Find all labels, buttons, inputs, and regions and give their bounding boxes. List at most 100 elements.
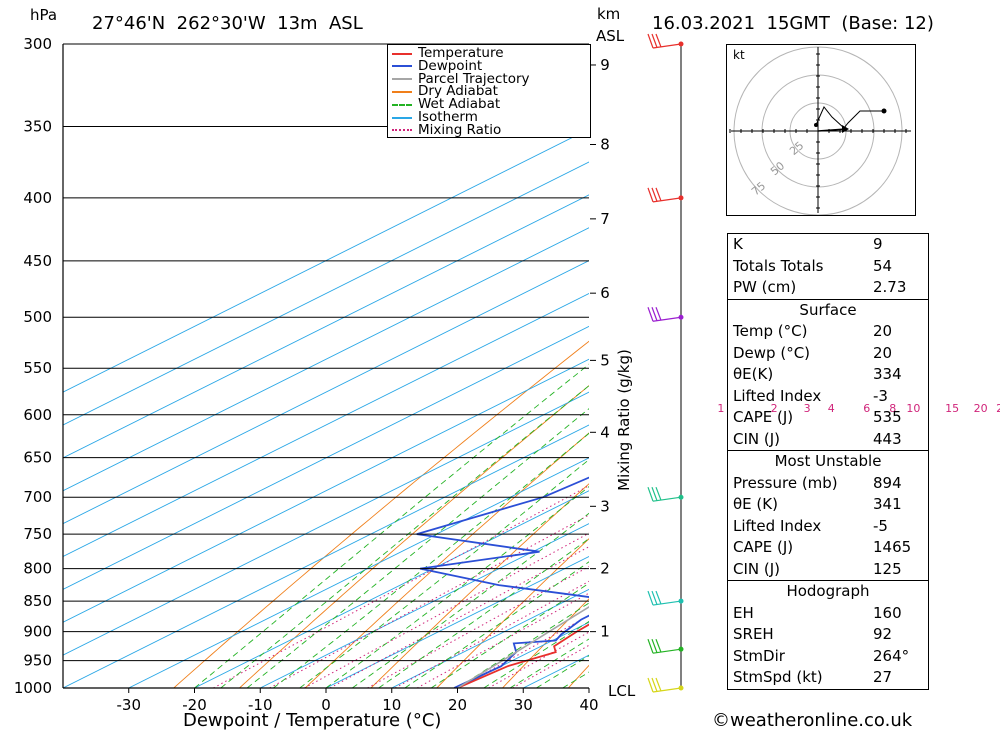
mixing-ratio-label: 10: [906, 402, 920, 415]
pressure-tick-label: 700: [23, 488, 52, 506]
wind-barb-flag: [647, 487, 654, 502]
pressure-tick-label: 1000: [14, 679, 52, 697]
indices-table: K 9 Totals Totals 54 PW (cm) 2.73 Surface Tem…: [727, 233, 929, 690]
legend-label: Parcel Trajectory: [418, 70, 530, 87]
wind-barb-flag: [655, 677, 662, 692]
legend-swatch: [392, 116, 412, 119]
wind-barb-flag: [655, 590, 662, 605]
wind-barb-shaft: [652, 600, 682, 606]
isotherm-line: [63, 391, 589, 656]
mixing-ratio-line: [394, 580, 589, 688]
wind-barb-shaft: [652, 687, 682, 693]
wind-barb-shaft: [652, 43, 682, 49]
legend-item: Dewpoint: [392, 59, 482, 73]
index-row: SREH 92: [728, 624, 928, 646]
hodograph-end-point: [881, 108, 887, 114]
wind-barb-flag: [647, 638, 654, 654]
index-name: Lifted Index: [733, 516, 822, 535]
mixing-ratio-line: [269, 514, 589, 688]
pressure-tick-label: 600: [23, 406, 52, 424]
wind-barb-flag: [655, 487, 662, 501]
x-tick-label: 30: [514, 696, 533, 714]
index-value: 125: [873, 559, 902, 578]
mixing-ratio-label: 20: [974, 402, 988, 415]
index-name: θE (K): [733, 495, 778, 513]
index-value: 2.73: [873, 278, 907, 296]
legend-label: Isotherm: [418, 109, 478, 125]
x-tick-label: 40: [579, 696, 598, 714]
km-tick-label: 4: [600, 423, 610, 441]
km-tick-label: 7: [600, 210, 610, 228]
wind-barb-shaft: [652, 496, 682, 502]
index-name: Pressure (mb): [733, 473, 838, 492]
legend-swatch: [392, 90, 412, 93]
wind-barb-flag: [647, 307, 654, 322]
legend-label: Dry Adiabat: [418, 83, 498, 100]
legend-swatch: [392, 129, 412, 132]
pressure-tick-label: 550: [23, 359, 52, 377]
index-row: CIN (J) 443: [728, 429, 928, 451]
legend-item: Temperature: [392, 46, 504, 60]
isotherm-line: [63, 128, 589, 393]
wind-barb-flag: [651, 677, 658, 692]
mixing-ratio-label: 15: [945, 402, 959, 415]
index-row: θE(K) 334: [728, 364, 928, 386]
index-value: 341: [873, 495, 902, 513]
index-name: CIN (J): [733, 429, 781, 448]
mixing-ratio-axis-label: Mixing Ratio (g/kg): [615, 349, 633, 491]
index-name: StmSpd (kt): [733, 668, 823, 686]
index-name: SREH: [733, 625, 774, 643]
storm-motion-vector: [817, 128, 847, 132]
pressure-tick-label: 650: [23, 449, 52, 467]
index-name: Totals Totals: [733, 256, 824, 275]
legend: Temperature Dewpoint Parcel Trajectory Dry …: [387, 44, 591, 138]
index-name: StmDir: [733, 646, 785, 665]
index-value: 9: [873, 235, 883, 253]
index-name: CAPE (J): [733, 538, 794, 556]
wind-barb-flag: [655, 33, 662, 48]
isotherm-line: [325, 555, 589, 688]
x-tick-label: -30: [117, 696, 142, 714]
wet-adiabat-line: [457, 602, 589, 688]
pressure-tick-label: 450: [23, 252, 52, 270]
dry-adiabat-line: [963, 44, 1000, 688]
pressure-tick-label: 350: [23, 117, 52, 135]
hodograph-unit: kt: [733, 48, 745, 62]
wind-barb-flag: [655, 187, 662, 202]
index-value: 443: [873, 429, 902, 448]
surface-heading: Surface: [799, 300, 857, 319]
legend-label: Wet Adiabat: [418, 96, 501, 113]
legend-label: Mixing Ratio: [418, 121, 502, 138]
index-row: EH 160: [728, 603, 928, 625]
index-value: 894: [873, 473, 902, 492]
pressure-tick-label: 900: [23, 623, 52, 641]
isotherm-line: [63, 260, 589, 525]
isotherm-line: [63, 161, 589, 426]
wind-barb-flag: [651, 33, 658, 48]
x-tick-label: 0: [321, 696, 331, 714]
index-value: 92: [873, 625, 893, 643]
index-value: -3: [873, 386, 888, 405]
index-name: EH: [733, 603, 754, 622]
index-row: Temp (°C) 20: [728, 321, 928, 343]
hodograph-panel: kt 25 50 75: [726, 42, 916, 220]
hpa-unit: hPa: [30, 6, 58, 24]
isotherm-line: [63, 194, 589, 459]
index-name: K: [733, 235, 743, 253]
isotherm-line: [128, 457, 589, 688]
hodograph-start-point: [814, 123, 818, 127]
wind-barb-flag: [647, 677, 654, 693]
mixing-ratio-line: [304, 532, 589, 688]
index-name: PW (cm): [733, 278, 797, 296]
most-unstable-heading: Most Unstable: [774, 452, 882, 470]
mixing-ratio-label: 4: [828, 402, 835, 415]
isotherm-line: [63, 325, 589, 590]
index-name: Dewp (°C): [733, 343, 811, 362]
x-axis-label: Dewpoint / Temperature (°C): [183, 710, 442, 731]
mixing-ratio-line: [213, 485, 589, 688]
header: hPa 27°46'N 262°30'W 13m ASL km ASL 16.0…: [0, 0, 1000, 45]
parcel-trajectory-line: [457, 606, 589, 688]
index-value: 20: [873, 343, 893, 362]
index-value: 160: [873, 603, 902, 622]
index-name: CAPE (J): [733, 408, 794, 426]
